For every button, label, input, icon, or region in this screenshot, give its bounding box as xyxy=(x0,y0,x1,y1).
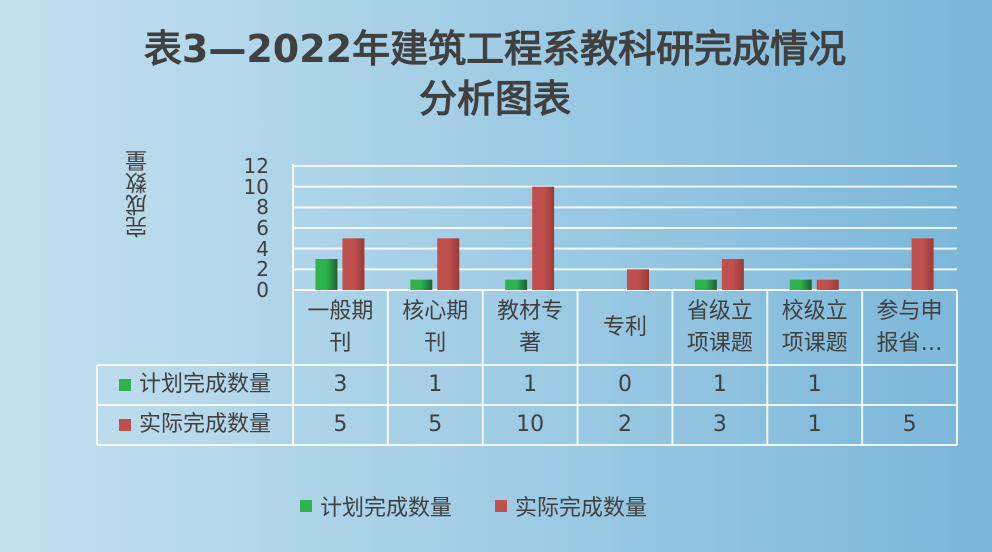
table-value: 10 xyxy=(516,412,545,437)
table-value: 1 xyxy=(712,372,727,397)
x-tick-label: 参与申报省… xyxy=(876,298,943,356)
legend-label: 计划完成数量 xyxy=(320,496,453,521)
legend-item: 计划完成数量 xyxy=(300,490,452,522)
x-tick-label: 校级立项课题 xyxy=(781,298,848,356)
y-tick-label: 0 xyxy=(256,278,269,302)
legend-swatch xyxy=(495,500,507,512)
table-value: 2 xyxy=(617,412,632,437)
legend-label: 实际完成数量 xyxy=(515,496,648,521)
y-tick-label: 8 xyxy=(256,195,269,220)
table-value: 3 xyxy=(712,412,727,437)
chart-title: 表3—2022年建筑工程系教科研完成情况分析图表 xyxy=(143,27,847,121)
x-tick-label: 一般期刊 xyxy=(307,298,374,356)
bar xyxy=(627,269,649,290)
table-value: 5 xyxy=(333,412,348,437)
bar xyxy=(437,238,460,290)
table-value: 3 xyxy=(333,372,348,397)
bar xyxy=(342,238,365,290)
table-value: 1 xyxy=(807,412,822,437)
x-tick-label: 教材专著 xyxy=(497,298,564,356)
table-value: 1 xyxy=(523,372,538,397)
y-tick-label: 10 xyxy=(243,174,269,199)
series-name: 计划完成数量 xyxy=(138,372,271,397)
table-value: 1 xyxy=(807,372,822,397)
y-tick-label: 2 xyxy=(256,257,269,282)
bar xyxy=(816,279,839,290)
table-value: 5 xyxy=(902,412,917,437)
x-tick-label: 核心期刊 xyxy=(402,298,469,356)
table-value: 1 xyxy=(428,372,443,397)
table-series-label: 计划完成数量 xyxy=(97,365,293,405)
legend-item: 实际完成数量 xyxy=(495,490,647,522)
x-tick-label: 省级立项课题 xyxy=(686,298,753,356)
legend-swatch xyxy=(118,379,131,391)
x-tick-label: 专利 xyxy=(602,314,647,340)
series-name: 实际完成数量 xyxy=(138,412,271,437)
table-series-label: 实际完成数量 xyxy=(97,405,293,445)
y-axis-label: 完成数量 xyxy=(126,150,151,238)
table-value: 5 xyxy=(428,412,443,437)
y-tick-label: 6 xyxy=(256,216,269,240)
bar xyxy=(410,279,433,290)
legend-swatch xyxy=(118,419,131,431)
bar xyxy=(532,186,555,290)
table-value: 0 xyxy=(617,372,632,397)
y-tick-label: 4 xyxy=(256,236,269,261)
bar xyxy=(911,238,934,290)
bar xyxy=(694,279,717,290)
legend-swatch xyxy=(300,500,312,512)
bar xyxy=(315,259,338,290)
bar xyxy=(721,259,744,290)
bar xyxy=(789,279,812,290)
y-tick-label: 12 xyxy=(243,154,269,178)
bar xyxy=(505,279,528,290)
